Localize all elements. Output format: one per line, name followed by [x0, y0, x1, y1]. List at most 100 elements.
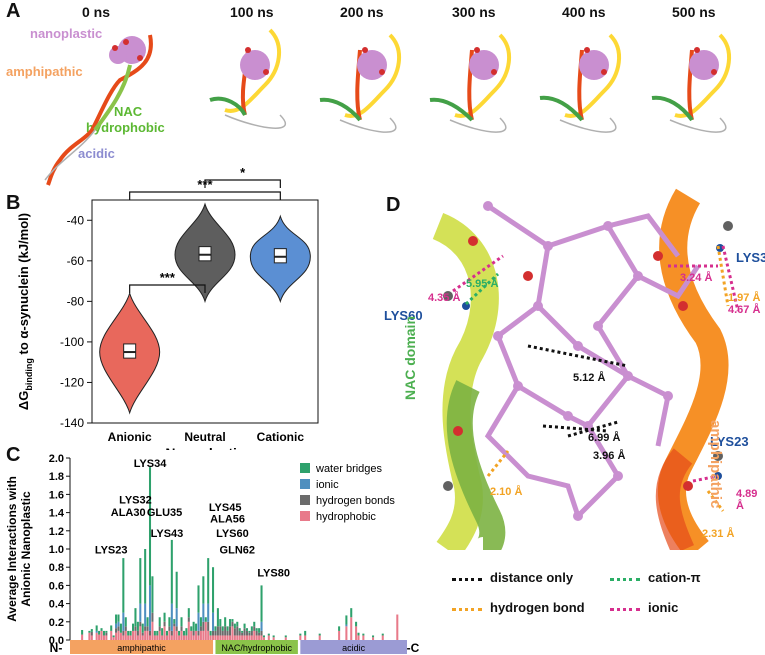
- distance-label: 1.97 Å: [728, 292, 761, 304]
- snapshot-strip: [44, 28, 732, 186]
- interaction-bar: [102, 635, 105, 640]
- distance-label: 2.10 Å: [490, 486, 523, 498]
- interaction-bar: [170, 603, 173, 631]
- interaction-bar: [192, 635, 195, 640]
- interaction-bar: [95, 632, 98, 640]
- y-tick-label: 0.8: [49, 562, 64, 574]
- interaction-bar: [173, 619, 176, 624]
- interaction-bar: [345, 624, 348, 627]
- interaction-bar: [175, 630, 178, 640]
- interaction-bar: [318, 635, 321, 640]
- domain-segment: [70, 640, 214, 654]
- interaction-bar: [236, 626, 239, 636]
- interaction-bar: [100, 628, 103, 631]
- interaction-bar: [170, 539, 173, 604]
- interaction-bar: [396, 614, 399, 640]
- interaction-bar: [110, 630, 113, 640]
- legend-swatch: [300, 479, 310, 489]
- y-tick-label: -80: [67, 294, 85, 308]
- interaction-bar: [248, 635, 251, 640]
- interaction-bar: [195, 623, 198, 631]
- interaction-bar: [141, 632, 144, 636]
- interaction-bar: [139, 626, 142, 640]
- y-tick-label: 0.6: [49, 580, 64, 592]
- interaction-bar: [102, 630, 105, 636]
- residue-label: LYS34: [736, 250, 765, 265]
- significance-label: ***: [160, 270, 176, 285]
- interaction-bar: [260, 621, 263, 631]
- distance-label: 6.99 Å: [588, 432, 621, 444]
- significance-bracket: [204, 179, 281, 188]
- interaction-bar: [105, 635, 108, 640]
- interaction-bar: [204, 621, 207, 640]
- interaction-bar: [209, 635, 212, 640]
- interaction-bar: [105, 632, 108, 636]
- n-terminus: N-: [50, 641, 63, 655]
- interaction-bar: [362, 633, 365, 636]
- interaction-bar: [233, 623, 236, 629]
- x-tick-label: Cationic: [257, 430, 305, 444]
- interaction-bar: [100, 630, 103, 640]
- significance-bracket: [129, 284, 206, 293]
- y-axis-label: Anionic Nanoplastic: [19, 491, 33, 607]
- significance-label: *: [240, 165, 246, 180]
- interaction-bar: [132, 630, 135, 640]
- interaction-bar: [124, 617, 127, 627]
- interaction-bar: [153, 630, 156, 636]
- legend-label: water bridges: [315, 463, 383, 475]
- interaction-bar: [192, 630, 195, 636]
- y-tick-label: -140: [60, 416, 84, 430]
- interaction-bar: [212, 612, 215, 631]
- interaction-bar: [207, 603, 210, 622]
- plot-frame: [91, 199, 319, 424]
- interaction-bar: [197, 585, 200, 613]
- interaction-bar: [119, 632, 122, 640]
- interaction-bar: [304, 635, 307, 640]
- interaction-bar: [212, 635, 215, 640]
- interaction-bar: [190, 626, 193, 631]
- interaction-bar: [207, 621, 210, 631]
- interaction-bar: [95, 630, 98, 633]
- legend-label: distance only: [490, 570, 574, 585]
- residue-label: ALA30: [111, 507, 146, 519]
- interaction-bar: [163, 621, 166, 627]
- panel-letter-b: B: [6, 192, 21, 214]
- interaction-bar: [165, 630, 169, 636]
- interaction-bar: [228, 635, 232, 640]
- residue-label: LYS45: [209, 502, 242, 514]
- domain-segment: [300, 640, 407, 654]
- interaction-bar: [214, 635, 217, 640]
- interaction-bar: [250, 635, 253, 640]
- interaction-bar: [221, 626, 224, 631]
- interaction-bar: [233, 635, 236, 640]
- interaction-bar: [253, 626, 256, 631]
- interaction-bar: [212, 630, 215, 636]
- interaction-bar: [168, 617, 171, 627]
- x-tick-label: Neutral: [184, 430, 225, 444]
- acidic-label: acidic: [78, 146, 115, 161]
- y-tick-label: 1.4: [49, 508, 65, 520]
- residue-label: GLU35: [147, 507, 182, 519]
- interaction-bar: [136, 621, 139, 631]
- interaction-bar: [255, 635, 258, 640]
- interaction-bar: [127, 635, 130, 640]
- interaction-bar: [112, 635, 115, 638]
- y-tick-label: 0.0: [49, 635, 64, 647]
- c-terminus: -C: [407, 641, 420, 655]
- interaction-bar: [110, 625, 113, 631]
- interaction-bar: [258, 635, 261, 640]
- time-label: 200 ns: [340, 4, 384, 20]
- interaction-bar: [158, 617, 161, 627]
- interaction-bar: [88, 632, 91, 640]
- y-tick-label: 0.4: [49, 599, 65, 611]
- interaction-bar: [112, 637, 115, 640]
- interaction-bar: [88, 630, 91, 633]
- interaction-bar: [238, 635, 241, 640]
- interaction-bar: [95, 625, 98, 631]
- interaction-bar: [148, 467, 152, 586]
- residue-label: LYS23: [710, 434, 749, 449]
- interaction-bar: [345, 626, 348, 640]
- residue-label: LYS43: [151, 528, 184, 540]
- interaction-bar: [216, 626, 219, 636]
- distance-label: 4.67 Å: [728, 304, 761, 316]
